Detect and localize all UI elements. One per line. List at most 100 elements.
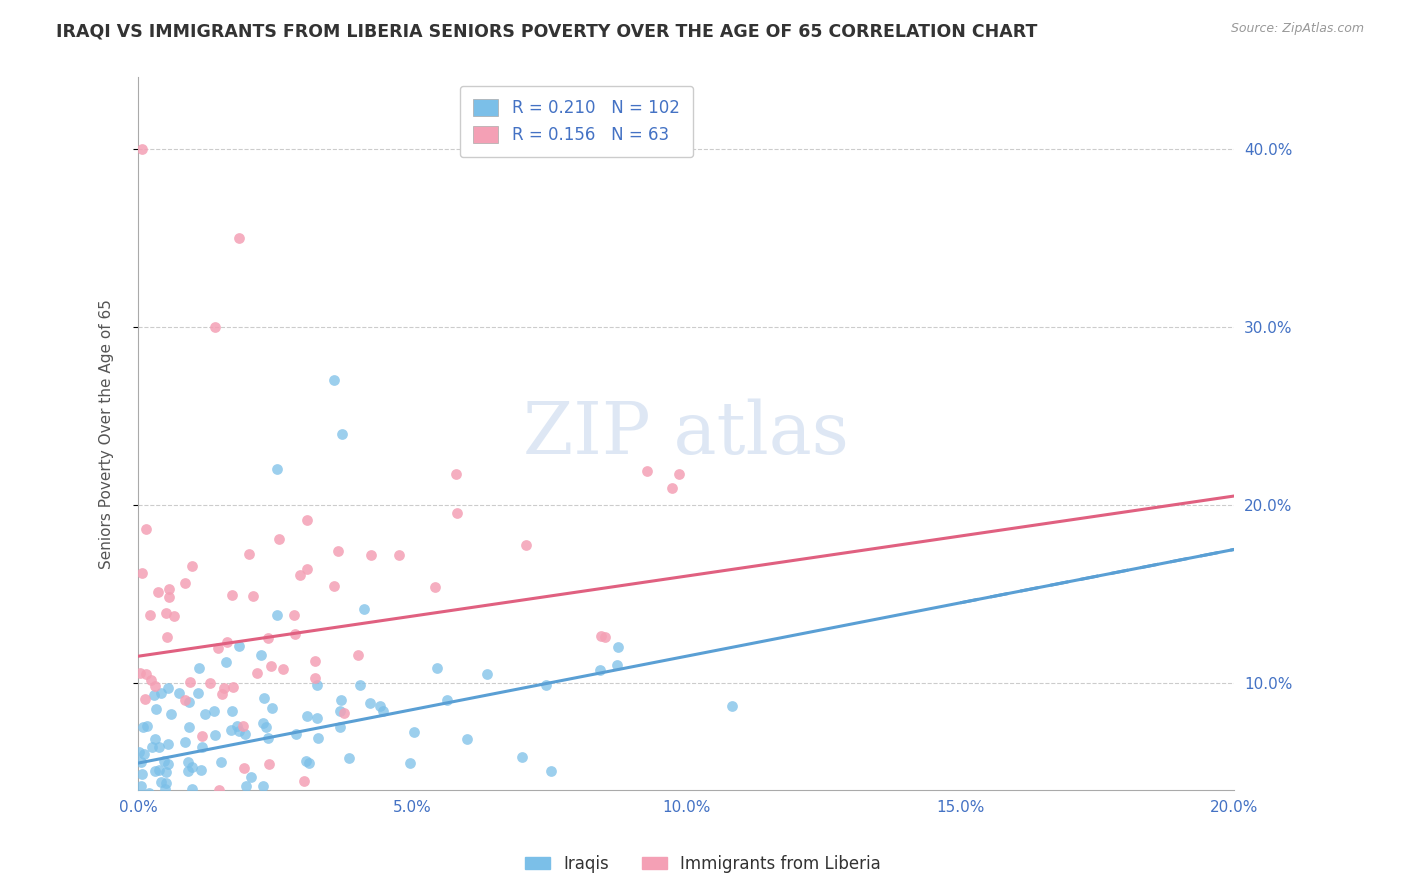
Point bbox=[152, 755, 174, 769]
Point bbox=[155, 782, 177, 797]
Point bbox=[139, 795, 162, 809]
Point bbox=[135, 667, 157, 681]
Point bbox=[329, 693, 352, 707]
Point bbox=[204, 705, 226, 719]
Point bbox=[371, 704, 394, 718]
Point bbox=[136, 818, 159, 832]
Point bbox=[174, 735, 197, 749]
Point bbox=[155, 776, 177, 790]
Point bbox=[276, 789, 298, 804]
Point bbox=[333, 706, 356, 720]
Point bbox=[132, 720, 155, 734]
Point bbox=[222, 680, 245, 694]
Point bbox=[305, 711, 328, 725]
Point bbox=[143, 679, 166, 693]
Point bbox=[135, 790, 157, 805]
Point bbox=[145, 764, 167, 778]
Point bbox=[260, 659, 283, 673]
Point bbox=[136, 719, 159, 733]
Point bbox=[179, 674, 201, 689]
Text: IRAQI VS IMMIGRANTS FROM LIBERIA SENIORS POVERTY OVER THE AGE OF 65 CORRELATION : IRAQI VS IMMIGRANTS FROM LIBERIA SENIORS… bbox=[56, 22, 1038, 40]
Point bbox=[221, 588, 243, 602]
Point bbox=[150, 686, 173, 700]
Point bbox=[252, 779, 274, 793]
Point bbox=[135, 522, 157, 536]
Point bbox=[242, 589, 264, 603]
Point bbox=[209, 755, 232, 769]
Legend: R = 0.210   N = 102, R = 0.156   N = 63: R = 0.210 N = 102, R = 0.156 N = 63 bbox=[460, 86, 693, 157]
Point bbox=[142, 689, 165, 703]
Point bbox=[173, 576, 195, 591]
Point bbox=[246, 666, 269, 681]
Point bbox=[180, 782, 202, 797]
Point bbox=[288, 568, 311, 582]
Point bbox=[292, 773, 315, 788]
Point bbox=[256, 631, 278, 645]
Point bbox=[326, 544, 349, 558]
Point bbox=[593, 630, 616, 644]
Point bbox=[353, 602, 375, 616]
Point bbox=[232, 762, 254, 776]
Point bbox=[141, 673, 163, 687]
Point bbox=[256, 731, 278, 745]
Point bbox=[176, 764, 198, 778]
Point bbox=[304, 671, 326, 685]
Point bbox=[388, 548, 411, 562]
Point bbox=[148, 740, 170, 755]
Point bbox=[456, 732, 478, 747]
Point bbox=[191, 730, 214, 744]
Point bbox=[163, 608, 186, 623]
Point bbox=[512, 750, 534, 764]
Point bbox=[661, 481, 683, 495]
Point bbox=[271, 662, 294, 676]
Point bbox=[145, 702, 167, 716]
Point bbox=[329, 720, 352, 734]
Point bbox=[172, 818, 194, 832]
Point bbox=[219, 723, 242, 737]
Point bbox=[211, 687, 233, 701]
Point bbox=[204, 728, 226, 742]
Point bbox=[295, 708, 318, 723]
Point bbox=[477, 667, 499, 681]
Point bbox=[329, 704, 352, 718]
Point bbox=[425, 580, 447, 594]
Point bbox=[129, 779, 152, 793]
Point bbox=[157, 590, 180, 604]
Point bbox=[606, 658, 628, 673]
Point bbox=[131, 566, 153, 581]
Point bbox=[157, 737, 180, 751]
Point bbox=[260, 701, 283, 715]
Point bbox=[254, 720, 277, 734]
Point bbox=[368, 698, 391, 713]
Point bbox=[138, 786, 160, 800]
Point bbox=[131, 142, 153, 156]
Point bbox=[148, 585, 170, 599]
Point bbox=[250, 648, 273, 662]
Point bbox=[170, 802, 193, 816]
Point bbox=[297, 513, 319, 527]
Point bbox=[591, 629, 613, 643]
Point bbox=[402, 724, 425, 739]
Point bbox=[157, 757, 180, 772]
Point bbox=[128, 745, 150, 759]
Point bbox=[347, 648, 370, 663]
Point bbox=[323, 373, 346, 387]
Point bbox=[207, 640, 229, 655]
Point bbox=[131, 767, 153, 781]
Point bbox=[266, 462, 288, 476]
Point bbox=[233, 727, 256, 741]
Point bbox=[332, 426, 354, 441]
Point bbox=[134, 789, 156, 804]
Point bbox=[179, 720, 201, 734]
Point bbox=[238, 547, 260, 561]
Point bbox=[214, 681, 236, 696]
Point bbox=[257, 757, 280, 772]
Point bbox=[359, 696, 381, 710]
Point bbox=[607, 640, 630, 654]
Text: Source: ZipAtlas.com: Source: ZipAtlas.com bbox=[1230, 22, 1364, 36]
Point bbox=[129, 665, 152, 680]
Point bbox=[283, 607, 305, 622]
Text: ZIP atlas: ZIP atlas bbox=[523, 399, 849, 469]
Point bbox=[141, 739, 163, 754]
Point bbox=[239, 771, 262, 785]
